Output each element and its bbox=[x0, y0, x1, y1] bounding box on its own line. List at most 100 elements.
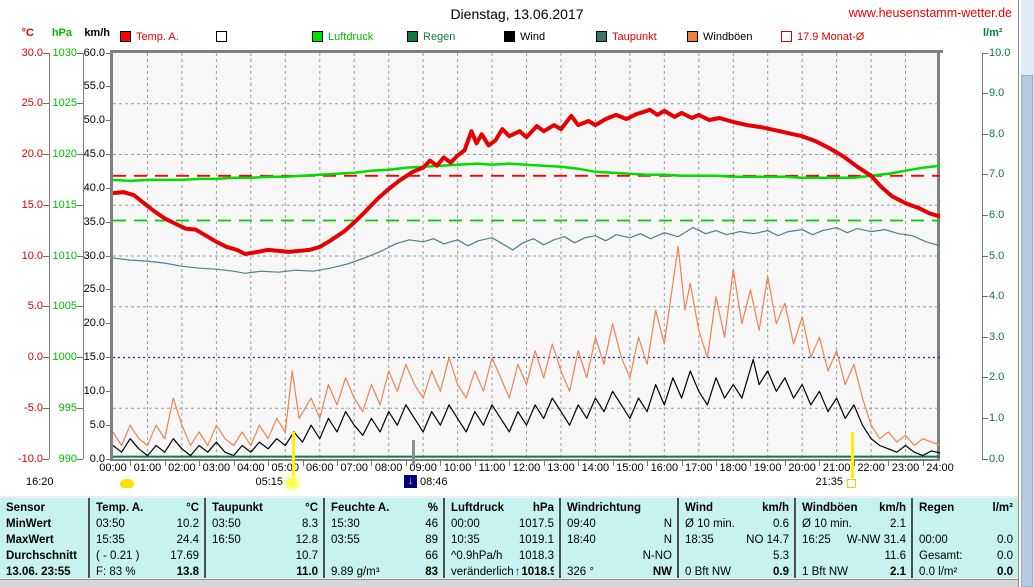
sensor-stats-table: Sensor MinWert MaxWert Durchschnitt 13.06. 2… bbox=[0, 496, 1018, 578]
cell-value: 1017.5 bbox=[518, 518, 554, 530]
x-tick-label: 13:00 bbox=[547, 462, 575, 474]
legend-item-wind[interactable]: Wind bbox=[504, 30, 545, 43]
x-tick-label: 00:00 bbox=[99, 462, 127, 474]
table-cell-row: 16:50 12.8 bbox=[212, 532, 318, 548]
axis-km-h-tick bbox=[106, 154, 112, 155]
cell-label: 03:50 bbox=[212, 518, 241, 530]
cell-value: 0.0 bbox=[997, 550, 1013, 562]
legend-item-taupunkt[interactable]: Taupunkt bbox=[596, 30, 657, 43]
legend-swatch-taupunkt bbox=[596, 31, 607, 42]
cell-value: 13.8 bbox=[176, 566, 199, 578]
cell-value: N bbox=[663, 534, 672, 546]
legend-item-regen[interactable]: Regen bbox=[407, 30, 455, 43]
cell-value: 0.0 bbox=[997, 534, 1013, 546]
axis-km-h-tick bbox=[106, 323, 112, 325]
table-cell-row: 18:35 NO 14.7 bbox=[685, 532, 789, 548]
table-col-temp-a: Temp. A. °C 03:50 10.2 15:35 24.4 ( - 0.21 ) 17… bbox=[88, 498, 204, 578]
axis-c-tick bbox=[43, 255, 49, 257]
cell-value: 2.1 bbox=[890, 518, 906, 530]
axis-c-tick-label: 25.0 bbox=[21, 97, 43, 110]
axis-c-unit: °C bbox=[21, 27, 34, 39]
x-half-tick bbox=[750, 459, 752, 466]
table-cell-row: F: 83 % 13.8 bbox=[96, 564, 199, 580]
plot-border-right bbox=[937, 50, 940, 461]
cell-label: 15:35 bbox=[96, 534, 125, 546]
table-col-header: Regen l/m² bbox=[919, 500, 1013, 516]
axis-l-m-tick-label: 10.0 bbox=[989, 46, 1011, 59]
cell-label: 16:50 bbox=[212, 534, 241, 546]
cell-value: 8.3 bbox=[302, 518, 318, 530]
axis-hpa-tick bbox=[77, 357, 83, 358]
axis-l-m-tick-label: 4.0 bbox=[989, 290, 1005, 303]
table-row-label: Sensor bbox=[6, 502, 45, 514]
axis-hpa-tick-label: 1005 bbox=[52, 300, 77, 313]
table-cell-row: N-NO bbox=[567, 548, 672, 564]
x-half-tick bbox=[853, 459, 855, 466]
axis-l-m-tick bbox=[982, 417, 988, 419]
axis-c-tick-label: 15.0 bbox=[21, 198, 43, 211]
axis-km-h-tick-label: 15.0 bbox=[83, 351, 105, 363]
horizontal-scrollbar[interactable] bbox=[0, 579, 1018, 587]
col-header-label: Feuchte A. bbox=[331, 502, 390, 514]
table-cell-row: veränderlich ↑ 1018.9 bbox=[451, 564, 554, 580]
x-tick-label: 16:00 bbox=[650, 462, 679, 474]
table-row-label: MinWert bbox=[6, 518, 52, 530]
table-row-label: Durchschnitt bbox=[6, 550, 77, 562]
legend-item-blank[interactable] bbox=[216, 30, 227, 43]
moonset-time: 08:46 bbox=[420, 476, 448, 488]
legend-item-luftdruck[interactable]: Luftdruck bbox=[312, 30, 373, 43]
col-header-unit: km/h bbox=[762, 502, 789, 514]
table-cell-row: 11.0 bbox=[212, 564, 318, 580]
legend-label: Regen bbox=[423, 30, 456, 43]
vertical-scrollbar-thumb[interactable] bbox=[1021, 75, 1033, 587]
axis-hpa-tick bbox=[77, 52, 83, 54]
cell-value: 2.1 bbox=[890, 566, 906, 578]
legend-swatch-wind bbox=[504, 31, 515, 42]
site-url-link[interactable]: www.heusenstamm-wetter.de bbox=[848, 6, 1012, 20]
axis-hpa-tick-label: 1010 bbox=[52, 249, 77, 262]
sunrise-icon bbox=[287, 478, 297, 488]
plot-border-bottom bbox=[110, 459, 940, 461]
table-cell-row: 03:50 10.2 bbox=[96, 516, 199, 532]
axis-c-tick-label: 20.0 bbox=[21, 148, 43, 160]
axis-c-tick-label: 0.0 bbox=[27, 351, 43, 363]
axis-km-h-tick bbox=[106, 86, 112, 88]
table-col-header: Taupunkt °C bbox=[212, 500, 318, 516]
axis-c-tick-label: 10.0 bbox=[21, 249, 43, 262]
cell-value: 83 bbox=[425, 566, 438, 578]
axis-l-m-tick-label: 2.0 bbox=[989, 371, 1005, 384]
table-cell-row: Ø 10 min. 2.1 bbox=[802, 516, 906, 532]
cell-label: 00:00 bbox=[451, 518, 480, 530]
x-tick-label: 01:00 bbox=[133, 462, 162, 474]
table-col-header: Windrichtung bbox=[567, 500, 672, 516]
axis-c-tick bbox=[43, 357, 49, 358]
legend-item-temp-a[interactable]: Temp. A. bbox=[120, 30, 179, 43]
legend-swatch-blank bbox=[216, 31, 227, 42]
x-half-tick bbox=[647, 459, 649, 466]
series-windb-en bbox=[113, 245, 940, 447]
cell-value: 1018.9 bbox=[521, 566, 554, 578]
col-header-label: Windrichtung bbox=[567, 502, 641, 514]
axis-km-h-tick bbox=[106, 255, 112, 257]
axis-c-tick-label: -5.0 bbox=[24, 401, 43, 414]
axis-km-h-tick-label: 40.0 bbox=[83, 181, 105, 194]
x-half-tick bbox=[888, 459, 890, 466]
x-tick-label: 11:00 bbox=[478, 462, 506, 474]
axis-l-m-tick-label: 6.0 bbox=[989, 208, 1005, 221]
axis-hpa-tick-label: 1020 bbox=[52, 148, 77, 160]
table-col-header: Luftdruck hPa bbox=[451, 500, 554, 516]
legend-item-17-9-monat[interactable]: 17.9 Monat-Ø bbox=[781, 30, 864, 43]
axis-c-tick bbox=[43, 407, 49, 409]
table-cell-row: 10.7 bbox=[212, 548, 318, 564]
axis-l-m-tick-label: 3.0 bbox=[989, 330, 1005, 343]
moonrise-time: 16:20 bbox=[26, 476, 54, 488]
axis-hpa-tick bbox=[77, 306, 83, 308]
axis-hpa-tick bbox=[77, 407, 83, 409]
table-cell-row: ( - 0.21 ) 17.69 bbox=[96, 548, 199, 564]
moonset-icon: ↓ bbox=[404, 475, 417, 488]
x-half-tick bbox=[681, 459, 683, 466]
x-tick-label: 18:00 bbox=[719, 462, 748, 474]
legend-item-windb-en[interactable]: Windböen bbox=[687, 30, 753, 43]
axis-hpa-tick-label: 995 bbox=[58, 401, 77, 414]
moon-icon bbox=[120, 479, 134, 488]
